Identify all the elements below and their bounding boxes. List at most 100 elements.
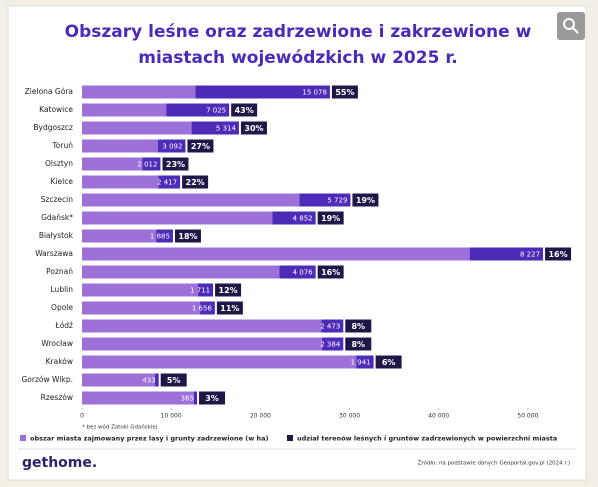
bar-segment — [200, 301, 215, 315]
y-tick-label: Zielona Góra — [25, 87, 73, 96]
share-label: 27% — [191, 142, 210, 151]
y-tick-label: Gorzów Wlkp. — [21, 375, 73, 384]
bar-segment — [322, 337, 344, 351]
bar-segment — [154, 373, 159, 387]
y-tick-label: Rzeszów — [41, 393, 73, 402]
share-label: 12% — [219, 286, 238, 295]
bar-segment — [82, 193, 300, 207]
value-label: 5 314 — [216, 125, 237, 133]
bar-segment — [191, 121, 239, 135]
share-label: 19% — [321, 214, 340, 223]
share-label: 5% — [167, 376, 181, 385]
value-label: 4 852 — [293, 215, 313, 223]
value-label: 2 012 — [137, 161, 157, 169]
x-tick-label: 10 000 — [161, 413, 182, 420]
bar-segment — [82, 301, 201, 315]
legend-swatch — [20, 435, 26, 441]
bar-segment — [195, 85, 330, 99]
legend-label: obszar miasta zajmowany przez lasy i gru… — [30, 435, 269, 443]
bar-segment — [82, 229, 157, 243]
y-tick-label: Warszawa — [35, 249, 73, 258]
x-tick-label: 20 000 — [250, 413, 271, 420]
value-label: 433 — [142, 377, 155, 385]
bar-segment — [321, 319, 344, 333]
share-label: 18% — [178, 232, 197, 241]
y-tick-label: Kielce — [51, 177, 74, 186]
y-tick-label: Poznań — [46, 267, 73, 276]
bar-segment — [82, 85, 196, 99]
value-label: 2 473 — [320, 323, 340, 331]
bar-segment — [193, 391, 198, 405]
y-tick-label: Łódź — [54, 321, 73, 330]
y-tick-label: Białystok — [39, 231, 74, 240]
legend-label: udział terenów leśnych i gruntów zadrzew… — [297, 435, 557, 443]
share-box — [199, 391, 226, 405]
share-box — [331, 85, 358, 99]
share-box — [160, 373, 187, 387]
source: Źródło: na podstawie danych Geoportal.go… — [418, 459, 570, 467]
share-label: 11% — [220, 304, 239, 313]
share-box — [317, 265, 344, 279]
bar-segment — [272, 211, 316, 225]
bar-segment — [158, 175, 181, 189]
y-tick-label: Olsztyn — [45, 159, 73, 168]
bar-segment — [279, 265, 316, 279]
y-tick-label: Kraków — [46, 357, 73, 366]
share-box — [375, 355, 402, 369]
y-tick-label: Bydgoszcz — [33, 123, 73, 132]
share-box — [187, 139, 214, 153]
share-label: 23% — [166, 160, 185, 169]
share-box — [345, 337, 372, 351]
bar-segment — [299, 193, 351, 207]
value-label: 1 711 — [190, 287, 210, 295]
share-label: 8% — [351, 322, 365, 331]
bar-segment — [82, 211, 273, 225]
y-tick-label: Szczecin — [41, 195, 74, 204]
share-box — [216, 301, 243, 315]
y-tick-label: Toruń — [52, 141, 74, 150]
share-box — [317, 211, 344, 225]
share-box — [182, 175, 209, 189]
bar-segment — [142, 157, 161, 171]
share-label: 19% — [356, 196, 375, 205]
share-box — [545, 247, 572, 261]
share-box — [240, 121, 267, 135]
bar-segment — [82, 373, 155, 387]
y-tick-label: Katowice — [39, 105, 73, 114]
value-label: 7 025 — [206, 107, 226, 115]
share-label: 16% — [321, 268, 340, 277]
search-icon — [572, 27, 579, 34]
x-tick-label: 40 000 — [428, 413, 449, 420]
bar-segment — [197, 283, 214, 297]
chart-title: miastach wojewódzkich w 2025 r. — [138, 48, 458, 68]
bar-segment — [166, 103, 230, 117]
value-label: 15 078 — [302, 89, 327, 97]
bar-segment — [82, 247, 470, 261]
y-tick-label: Gdańsk* — [41, 213, 73, 222]
value-label: 4 076 — [293, 269, 314, 277]
bar-segment — [82, 157, 143, 171]
bar-segment — [82, 283, 198, 297]
bar-segment — [82, 391, 194, 405]
search-icon — [563, 18, 575, 30]
share-label: 43% — [235, 106, 254, 115]
chart-title: Obszary leśne oraz zadrzewione i zakrzew… — [65, 22, 532, 42]
value-label: 1 885 — [150, 233, 170, 241]
share-box — [215, 283, 242, 297]
value-label: 1 941 — [351, 359, 371, 367]
bar-segment — [82, 355, 357, 369]
x-tick-label: 0 — [80, 413, 84, 420]
bar-segment — [82, 103, 167, 117]
share-box — [174, 229, 201, 243]
share-label: 16% — [548, 250, 567, 259]
search-button[interactable] — [557, 12, 585, 40]
share-box — [352, 193, 379, 207]
x-tick-label: 50 000 — [517, 413, 538, 420]
value-label: 365 — [181, 395, 194, 403]
y-tick-label: Lublin — [51, 285, 74, 294]
x-tick-label: 30 000 — [339, 413, 360, 420]
value-label: 2 384 — [320, 341, 341, 349]
value-label: 3 092 — [162, 143, 182, 151]
